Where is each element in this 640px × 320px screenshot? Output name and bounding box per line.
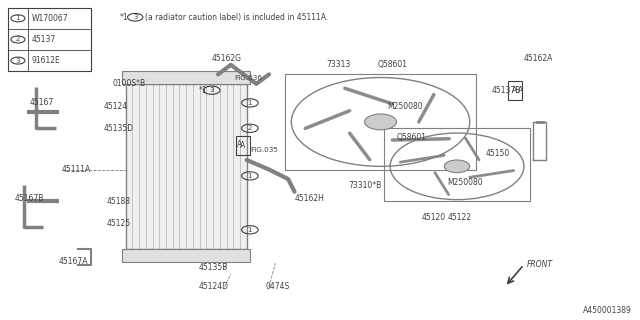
Text: 45162G: 45162G [212,54,242,63]
Bar [285,74,476,170]
Text: 45167A: 45167A [59,257,88,266]
Text: Q58601: Q58601 [396,133,426,142]
Text: 2: 2 [248,125,252,131]
Text: A: A [240,141,246,150]
Text: *1: *1 [119,13,128,22]
Text: 73313: 73313 [326,60,351,69]
Text: 45167B: 45167B [14,194,44,203]
Text: 1: 1 [248,227,252,233]
Text: 0100S*B: 0100S*B [113,79,146,88]
Text: M250080: M250080 [447,178,483,187]
Text: 91612E: 91612E [32,56,61,65]
Bar [508,81,522,100]
Bar [122,71,250,84]
Text: 1: 1 [248,100,252,106]
Text: 45150: 45150 [486,149,510,158]
Text: 45137: 45137 [32,35,56,44]
Text: A: A [518,86,523,95]
Text: (a radiator caution label) is included in 45111A.: (a radiator caution label) is included i… [145,13,328,22]
Text: 45111A: 45111A [62,165,91,174]
Text: 45120: 45120 [422,212,446,222]
Text: A: A [513,86,518,95]
Text: 45167: 45167 [30,99,54,108]
Text: 1: 1 [248,173,252,179]
Text: FRONT: FRONT [527,260,553,269]
Text: 45188: 45188 [106,197,131,206]
Text: 3: 3 [16,58,20,64]
Text: 45137B: 45137B [492,86,522,95]
Text: Q58601: Q58601 [378,60,407,69]
Text: 3: 3 [209,87,214,93]
Text: 0474S: 0474S [266,282,290,292]
Text: 1: 1 [16,15,20,21]
Text: *1: *1 [199,86,207,95]
Text: W170067: W170067 [32,14,68,23]
Circle shape [365,114,396,130]
Circle shape [444,160,470,173]
Bar [236,136,250,155]
Bar [384,128,531,201]
Text: A450001389: A450001389 [584,307,632,316]
Bar [8,8,91,71]
Text: 45124D: 45124D [199,282,229,292]
Text: FIG.035: FIG.035 [250,148,278,154]
Text: 73310*B: 73310*B [349,181,382,190]
Text: 45135D: 45135D [103,124,134,133]
Text: A: A [237,140,243,148]
Bar [122,249,250,261]
Text: 45162H: 45162H [294,194,324,203]
Text: M250080: M250080 [387,101,422,111]
Text: 2: 2 [16,36,20,43]
Bar [125,84,246,249]
Text: 45124: 45124 [103,101,127,111]
Text: FIG.036: FIG.036 [234,75,262,81]
Text: 45125: 45125 [106,219,131,228]
Text: 3: 3 [133,14,138,20]
Text: 45135B: 45135B [199,263,228,272]
Text: 45162A: 45162A [524,54,554,63]
Text: 45122: 45122 [447,212,472,222]
